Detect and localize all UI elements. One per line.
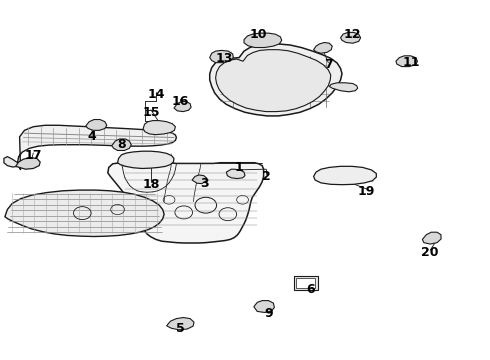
Text: 19: 19 [358,185,375,198]
Text: 18: 18 [142,178,160,191]
Polygon shape [16,158,40,169]
Polygon shape [254,301,274,312]
Polygon shape [108,160,264,243]
Bar [294,276,318,290]
Text: 8: 8 [117,138,126,150]
Text: 12: 12 [343,28,361,41]
Text: 4: 4 [88,130,97,143]
Polygon shape [226,169,245,179]
Text: 13: 13 [216,52,233,65]
Text: 17: 17 [24,149,42,162]
Polygon shape [314,42,332,53]
Polygon shape [396,56,417,67]
Polygon shape [314,166,376,185]
Polygon shape [341,32,361,43]
Polygon shape [210,44,342,116]
Text: 11: 11 [403,57,420,69]
Text: 9: 9 [264,307,273,320]
Polygon shape [174,102,191,112]
Polygon shape [210,50,233,63]
Text: 20: 20 [421,246,439,259]
Polygon shape [18,125,176,170]
Text: 7: 7 [324,58,333,71]
Polygon shape [5,190,164,237]
Text: 15: 15 [142,106,160,119]
Polygon shape [143,121,175,135]
Polygon shape [422,232,441,244]
Text: 2: 2 [262,170,270,183]
Text: 14: 14 [147,88,165,101]
Text: 16: 16 [172,95,189,108]
Bar [296,278,315,288]
Polygon shape [192,175,207,184]
Text: 1: 1 [235,161,244,174]
Polygon shape [216,50,331,112]
Polygon shape [4,157,18,167]
Polygon shape [112,139,131,150]
Polygon shape [329,83,358,92]
Polygon shape [118,151,174,168]
Polygon shape [86,120,107,130]
Text: 10: 10 [250,28,268,41]
Polygon shape [167,318,194,330]
Polygon shape [244,33,282,48]
Text: 6: 6 [306,283,315,296]
Text: 3: 3 [200,177,209,190]
Text: 5: 5 [176,322,185,335]
